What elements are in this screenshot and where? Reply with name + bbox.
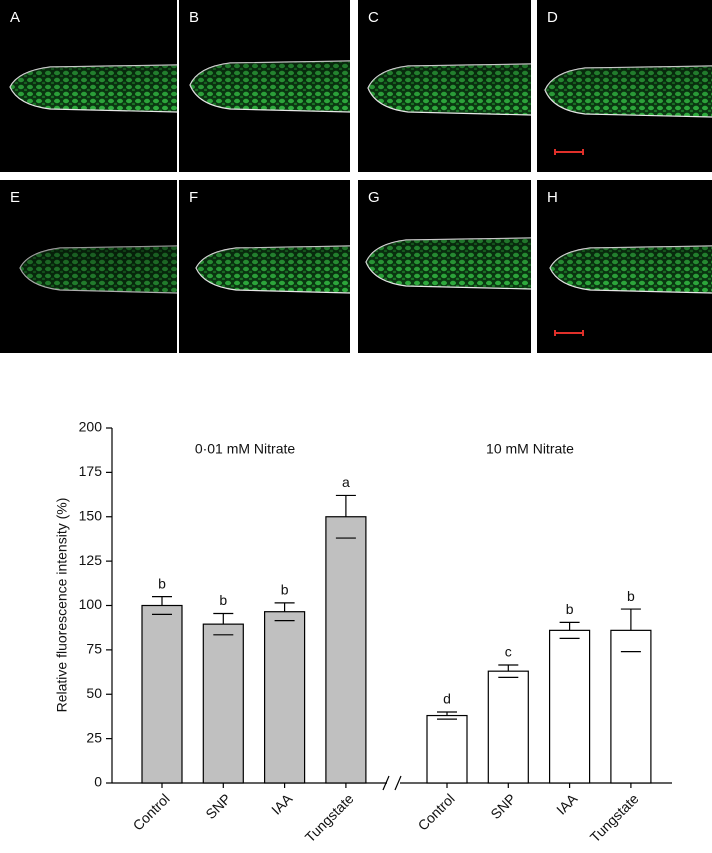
significance-letter: b bbox=[219, 592, 227, 608]
y-tick-label: 200 bbox=[79, 419, 103, 435]
root-shade bbox=[190, 61, 350, 112]
y-tick-label: 50 bbox=[86, 685, 102, 701]
y-tick-label: 25 bbox=[86, 729, 102, 745]
x-tick-label: Control bbox=[415, 790, 458, 833]
bar bbox=[325, 516, 367, 784]
y-tick-label: 0 bbox=[94, 774, 102, 790]
panel-label: F bbox=[189, 189, 198, 206]
error-bar bbox=[213, 612, 234, 636]
significance-letter: b bbox=[566, 601, 574, 617]
root-shade bbox=[20, 246, 177, 293]
y-tick-label: 150 bbox=[79, 507, 103, 523]
root-shade bbox=[550, 246, 712, 293]
bar bbox=[426, 714, 468, 784]
scale-bar bbox=[554, 149, 584, 155]
panel-label: C bbox=[368, 9, 379, 26]
panel-label: E bbox=[10, 189, 20, 206]
x-tick-label: SNP bbox=[202, 790, 234, 822]
group-label: 0·01 mM Nitrate bbox=[195, 441, 296, 457]
significance-letter: d bbox=[443, 691, 451, 707]
bar bbox=[487, 670, 529, 784]
x-tick-label: IAA bbox=[268, 790, 296, 818]
root-shade bbox=[545, 66, 712, 117]
error-bar bbox=[559, 621, 580, 639]
micrograph-panels: A B C D E F G H bbox=[0, 0, 712, 353]
scale-bar bbox=[554, 330, 584, 336]
significance-letter: a bbox=[342, 474, 350, 490]
bar bbox=[610, 629, 652, 784]
error-bar bbox=[152, 596, 172, 615]
significance-letter: b bbox=[158, 575, 166, 591]
error-bar bbox=[335, 494, 356, 539]
bar bbox=[548, 629, 591, 784]
panel-label: A bbox=[10, 9, 20, 26]
x-tick-label: Tungstate bbox=[302, 790, 357, 845]
x-tick-label: Tungstate bbox=[587, 790, 642, 845]
root-shade bbox=[368, 64, 531, 115]
root-shade bbox=[366, 238, 531, 289]
y-tick-label: 100 bbox=[79, 596, 103, 612]
error-bar bbox=[498, 664, 519, 678]
panel-label: G bbox=[368, 189, 380, 206]
axis-break bbox=[382, 775, 402, 791]
x-tick-label: SNP bbox=[487, 790, 519, 822]
x-tick-label: Control bbox=[130, 790, 173, 833]
x-tick-label: IAA bbox=[553, 790, 581, 818]
error-bar bbox=[620, 608, 641, 653]
panel-label: B bbox=[189, 9, 199, 26]
group-label: 10 mM Nitrate bbox=[486, 441, 574, 457]
y-axis-label: Relative fluorescence intensity (%) bbox=[54, 498, 70, 713]
error-bar bbox=[274, 602, 295, 622]
y-tick-label: 125 bbox=[79, 552, 103, 568]
root-shade bbox=[10, 65, 177, 112]
significance-letter: c bbox=[505, 644, 512, 660]
y-tick-label: 175 bbox=[79, 463, 103, 479]
significance-letter: b bbox=[627, 588, 635, 604]
bar bbox=[141, 604, 183, 784]
error-bar bbox=[437, 711, 457, 720]
bar bbox=[202, 623, 244, 784]
significance-letter: b bbox=[281, 582, 289, 598]
panel-label: H bbox=[547, 189, 558, 206]
panel-label: D bbox=[547, 9, 558, 26]
bar bbox=[264, 611, 306, 784]
y-tick-label: 75 bbox=[86, 641, 102, 657]
root-shade bbox=[196, 246, 350, 293]
bar-chart: Relative fluorescence intensity (%) 0 25 5… bbox=[54, 419, 672, 845]
